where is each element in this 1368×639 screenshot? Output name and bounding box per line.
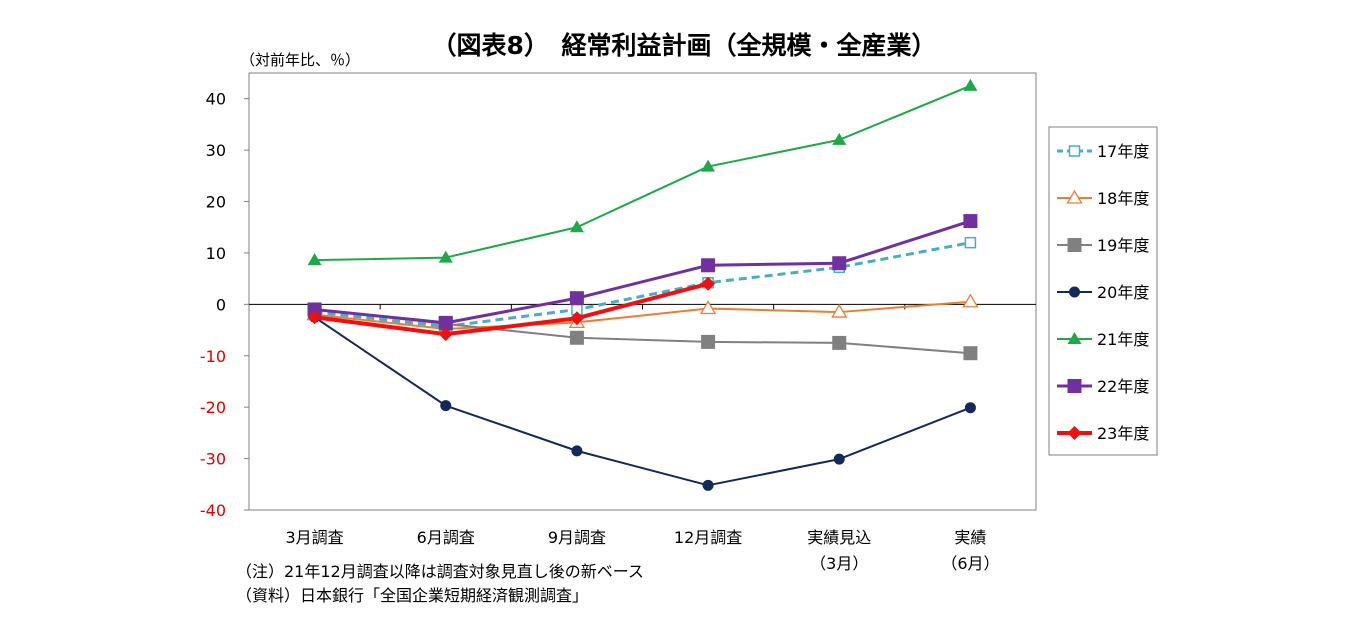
data-point xyxy=(701,334,716,349)
x-category-label: 12月調査 xyxy=(674,528,742,547)
data-point xyxy=(833,453,845,465)
y-tick-label: -10 xyxy=(200,347,226,366)
series-22年度 xyxy=(307,214,978,330)
legend-label: 21年度 xyxy=(1097,330,1149,349)
data-point xyxy=(832,335,847,350)
data-point xyxy=(307,310,322,325)
plot-area xyxy=(248,72,1037,511)
legend-marker xyxy=(1067,426,1082,440)
data-point xyxy=(964,236,977,249)
legend: 17年度 18年度 19年度 20年度 21年度 22年度 23年度 xyxy=(1057,142,1149,443)
data-point xyxy=(438,315,453,330)
series-line xyxy=(314,84,971,262)
x-category-label: （3月） xyxy=(810,554,868,573)
legend-label: 22年度 xyxy=(1097,377,1149,396)
series-21年度 xyxy=(307,78,978,266)
legend-item: 19年度 xyxy=(1057,236,1149,255)
note-text: （注）21年12月調査以降は調査対象見直し後の新ベース xyxy=(236,562,644,581)
data-point xyxy=(832,132,847,145)
y-tick-label: 40 xyxy=(206,90,226,109)
data-point xyxy=(832,256,847,271)
legend-marker xyxy=(1066,189,1083,204)
legend-item: 21年度 xyxy=(1057,330,1149,349)
data-point xyxy=(307,253,322,266)
legend-item: 17年度 xyxy=(1057,142,1149,161)
legend-marker xyxy=(1068,145,1081,157)
legend-marker xyxy=(1069,286,1080,298)
data-point xyxy=(569,330,584,345)
series-line xyxy=(314,219,971,325)
data-point xyxy=(440,400,452,412)
series-line xyxy=(314,241,971,328)
data-point xyxy=(831,303,848,318)
data-point xyxy=(963,214,978,229)
series-line xyxy=(314,281,709,337)
legend-label: 23年度 xyxy=(1097,424,1149,443)
series-line xyxy=(314,300,971,331)
legend-label: 18年度 xyxy=(1097,189,1149,208)
x-category-label: 9月調査 xyxy=(548,528,606,547)
legend-item: 23年度 xyxy=(1057,424,1149,443)
data-point xyxy=(569,220,584,233)
x-category-label: 実績見込 xyxy=(807,528,871,547)
series-19年度 xyxy=(307,302,978,361)
legend-item: 20年度 xyxy=(1057,283,1149,302)
legend-item: 22年度 xyxy=(1057,377,1149,396)
legend-label: 20年度 xyxy=(1097,283,1149,302)
data-point xyxy=(438,327,453,342)
series-23年度 xyxy=(307,276,716,342)
data-point xyxy=(702,479,714,491)
x-category-label: （6月） xyxy=(941,554,999,573)
data-point xyxy=(569,311,584,326)
y-axis-ticks: 40 30 20 10 0 -10 -20 -30 -40 xyxy=(200,90,249,520)
y-tick-label: -30 xyxy=(200,450,226,469)
y-tick-label: 20 xyxy=(206,193,226,212)
series-line xyxy=(314,316,971,487)
data-point xyxy=(964,402,976,414)
y-tick-label: 10 xyxy=(206,244,226,263)
legend-label: 17年度 xyxy=(1097,142,1149,161)
y-tick-label: -20 xyxy=(200,398,226,417)
data-point xyxy=(438,250,453,263)
y-axis-unit-label: （対前年比、％） xyxy=(240,51,360,69)
data-point xyxy=(701,159,716,172)
data-point xyxy=(569,291,584,306)
data-point xyxy=(571,445,583,457)
series-20年度 xyxy=(309,311,976,491)
data-point xyxy=(962,293,979,308)
data-point xyxy=(701,258,716,273)
x-axis-categories: 3月調査 6月調査 9月調査 12月調査 実績見込 （3月） 実績 （6月） xyxy=(285,528,999,573)
series-group xyxy=(306,78,979,491)
legend-marker xyxy=(1067,379,1082,393)
data-point xyxy=(307,302,322,317)
data-point xyxy=(701,276,716,291)
legend-marker xyxy=(1067,332,1082,344)
x-category-label: 3月調査 xyxy=(285,528,343,547)
data-point xyxy=(699,300,717,315)
y-tick-label: 0 xyxy=(216,295,226,314)
legend-marker xyxy=(1067,238,1082,252)
data-point xyxy=(963,78,978,91)
data-point xyxy=(963,346,978,361)
x-category-label: 実績 xyxy=(954,528,986,547)
chart-title: （図表8） 経常利益計画（全規模・全産業） xyxy=(432,31,937,60)
zero-line xyxy=(249,303,1036,310)
y-tick-label: 30 xyxy=(206,141,226,160)
source-text: （資料）日本銀行「全国企業短期経済観測調査」 xyxy=(236,586,589,605)
legend-label: 19年度 xyxy=(1097,236,1149,255)
legend-item: 18年度 xyxy=(1057,189,1149,208)
y-tick-label: -40 xyxy=(200,501,226,520)
x-category-label: 6月調査 xyxy=(417,528,475,547)
